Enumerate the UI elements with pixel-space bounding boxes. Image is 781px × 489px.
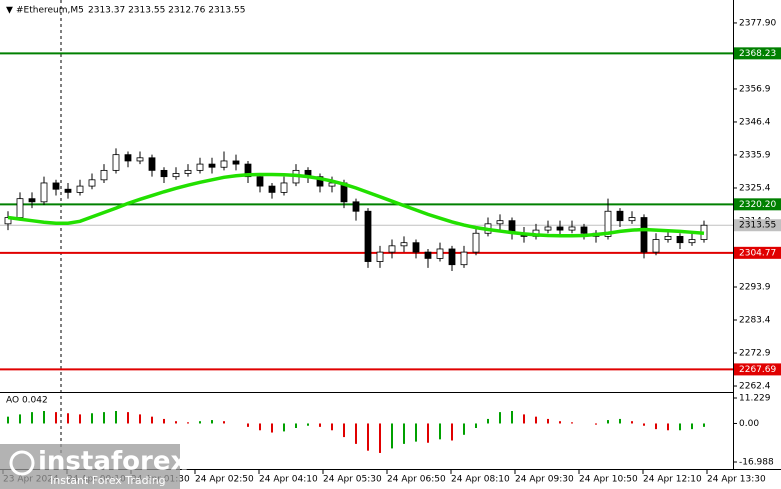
y-tick-label: 2377.90 [739,18,776,28]
watermark-title: instaforex [38,447,188,477]
y-tick-label: 2262.4 [739,382,771,392]
candle-body [388,245,396,253]
candle-body [544,226,552,231]
level-label-box [734,246,781,259]
candle-body [40,182,48,203]
ao-tick-label: 11.229 [739,393,771,403]
candle-body [400,242,408,247]
candle-body [460,251,468,266]
ao-tick-label: 0.00 [739,419,759,429]
candle-body [280,182,288,193]
candle-body [316,176,324,187]
candle-body [268,185,276,193]
y-tick-label: 2293.9 [739,283,771,293]
candle-body [64,188,72,193]
level-label-box [734,219,781,232]
y-tick-label: 2346.4 [739,117,771,127]
candle-body [28,198,36,203]
level-label: 2313.55 [739,221,776,231]
y-tick-label: 2283.4 [739,316,771,326]
candle-body [676,235,684,244]
candle-body [148,157,156,171]
candle-body [52,182,60,190]
chart-title: #Ethereum,M5 [16,6,84,16]
x-tick-label: 24 Apr 06:50 [387,475,446,485]
candle-body [208,163,216,168]
level-label: 2304.77 [739,248,776,258]
candle-body [568,226,576,231]
candle-body [580,226,588,234]
header-arrow: ▼ [6,6,13,16]
level-label-box [734,198,781,211]
candle-body [376,251,384,262]
candle-body [232,160,240,165]
level-label-box [734,47,781,60]
watermark-logo [9,450,35,476]
x-tick-label: 24 Apr 13:30 [707,475,766,485]
candle-body [196,163,204,171]
ao-tick-label: -16.988 [739,458,774,468]
x-tick-label: 24 Apr 02:50 [195,475,254,485]
candle-body [328,182,336,187]
level-label-box [734,363,781,376]
x-tick-label: 24 Apr 05:30 [323,475,382,485]
candle-body [640,217,648,253]
candle-body [16,198,24,218]
candle-body [496,220,504,225]
watermark-subtitle: Instant Forex Trading [50,474,166,487]
chart-subtitle: 2313.37 2313.55 2312.76 2313.55 [88,6,245,16]
candle-body [244,163,252,178]
candle-body [412,242,420,253]
candle-body [652,239,660,253]
y-tick-label: 2272.9 [739,349,771,359]
candle-body [100,169,108,181]
candle-body [616,210,624,222]
candle-body [604,210,612,237]
candle-body [556,226,564,231]
candle-body [88,179,96,187]
candle-body [172,173,180,178]
candle-body [472,232,480,253]
candle-body [352,201,360,212]
candle-body [628,217,636,222]
y-tick-label: 2356.9 [739,84,771,94]
candle-body [448,248,456,266]
candle-body [364,210,372,262]
candle-body [256,176,264,187]
candle-body [160,169,168,178]
candle-body [688,239,696,244]
level-label: 2320.20 [739,200,776,210]
y-tick-label: 2335.9 [739,150,771,160]
x-tick-label: 24 Apr 09:30 [515,475,574,485]
candle-body [424,251,432,259]
x-tick-label: 24 Apr 10:50 [579,475,638,485]
ao-title: AO 0.042 [6,396,48,406]
moving-average [7,172,705,238]
candle-body [664,235,672,240]
x-tick-label: 24 Apr 08:10 [451,475,510,485]
candle-body [436,248,444,259]
x-tick-label: 24 Apr 04:10 [259,475,318,485]
candle-body [76,185,84,193]
candle-body [184,169,192,174]
x-tick-label: 24 Apr 12:10 [643,475,702,485]
candle-body [136,157,144,162]
watermark-box [0,444,180,489]
candle-body [112,154,120,171]
y-tick-label: 2325.4 [739,183,771,193]
candle-body [220,160,228,168]
level-label: 2368.23 [739,49,776,59]
level-label: 2267.69 [739,365,776,375]
candle-body [124,154,132,162]
